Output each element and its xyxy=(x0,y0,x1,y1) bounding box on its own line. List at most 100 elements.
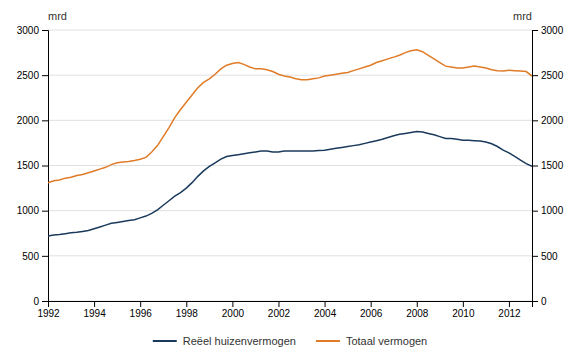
tick-label: 2500 xyxy=(541,70,564,81)
y-axis-label: mrd xyxy=(48,10,67,22)
grid-line xyxy=(48,165,532,166)
tick-mark xyxy=(417,301,418,307)
tick-label: 500 xyxy=(22,251,39,262)
tick-mark xyxy=(509,301,510,307)
tick-mark xyxy=(94,301,95,307)
tick-label: 500 xyxy=(541,251,558,262)
tick: 3000 xyxy=(17,25,48,36)
tick-label: 2010 xyxy=(452,308,475,319)
tick-mark xyxy=(532,211,538,212)
tick: 2002 xyxy=(268,301,291,319)
tick-mark xyxy=(42,30,48,31)
tick-mark xyxy=(463,301,464,307)
line xyxy=(48,50,532,183)
tick: 2010 xyxy=(452,301,475,319)
tick: 1000 xyxy=(17,205,48,216)
tick-label: 3000 xyxy=(541,25,564,36)
grid-line xyxy=(48,75,532,76)
tick-mark xyxy=(532,120,538,121)
line xyxy=(48,132,532,236)
tick: 0 xyxy=(532,296,547,307)
tick: 2000 xyxy=(222,301,245,319)
legend-item: Reëel huizenvermogen xyxy=(153,335,296,347)
tick-mark xyxy=(42,301,48,302)
axis-line xyxy=(49,302,533,308)
tick-mark xyxy=(278,301,279,307)
tick-label: 1992 xyxy=(37,308,60,319)
tick: 1500 xyxy=(17,160,48,171)
grid-line xyxy=(48,120,532,121)
tick-label: 1998 xyxy=(176,308,199,319)
tick: 2500 xyxy=(17,70,48,81)
tick-mark xyxy=(140,301,141,307)
tick: 1998 xyxy=(176,301,199,319)
tick: 2500 xyxy=(532,70,564,81)
tick-label: 1996 xyxy=(130,308,153,319)
tick: 2008 xyxy=(406,301,429,319)
tick-mark xyxy=(325,301,326,307)
grid-line xyxy=(48,30,532,31)
legend-swatch xyxy=(316,340,340,342)
x-axis: 1992 1994 1996 1998 2000 2002 2004 2006 2008 2010… xyxy=(37,301,532,319)
plot-area xyxy=(48,50,532,236)
tick: 2012 xyxy=(498,301,521,319)
tick-mark xyxy=(532,256,538,257)
tick-mark xyxy=(42,75,48,76)
tick-label: 2500 xyxy=(17,70,40,81)
legend-label: Reëel huizenvermogen xyxy=(183,335,296,347)
tick-label: 2006 xyxy=(360,308,383,319)
grid-line xyxy=(48,210,532,211)
tick-mark xyxy=(42,211,48,212)
tick-label: 2000 xyxy=(17,115,40,126)
tick-mark xyxy=(42,120,48,121)
tick-label: 1994 xyxy=(83,308,106,319)
grid-line xyxy=(48,255,532,256)
tick-mark xyxy=(232,301,233,307)
tick-mark xyxy=(186,301,187,307)
tick-mark xyxy=(42,256,48,257)
tick: 1500 xyxy=(532,160,564,171)
tick-label: 1500 xyxy=(17,160,40,171)
tick: 1996 xyxy=(130,301,153,319)
tick-label: 2002 xyxy=(268,308,291,319)
tick-label: 1000 xyxy=(541,205,564,216)
tick: 0 xyxy=(33,296,48,307)
legend-item: Totaal vermogen xyxy=(316,335,427,347)
tick-mark xyxy=(532,75,538,76)
tick-label: 2004 xyxy=(314,308,337,319)
tick-label: 2000 xyxy=(541,115,564,126)
tick: 500 xyxy=(22,251,48,262)
tick-label: 3000 xyxy=(17,25,40,36)
y2-axis-label: mrd xyxy=(513,10,532,22)
tick-label: 1500 xyxy=(541,160,564,171)
tick-label: 0 xyxy=(33,296,39,307)
tick: 2004 xyxy=(314,301,337,319)
legend-swatch xyxy=(153,340,177,342)
legend: Reëel huizenvermogen Totaal vermogen xyxy=(153,335,427,347)
tick-mark xyxy=(532,30,538,31)
axis-line xyxy=(42,31,49,302)
tick: 500 xyxy=(532,251,558,262)
tick: 3000 xyxy=(532,25,564,36)
tick-mark xyxy=(371,301,372,307)
tick-mark xyxy=(42,166,48,167)
tick-label: 2012 xyxy=(498,308,521,319)
grid xyxy=(48,30,532,301)
tick: 2006 xyxy=(360,301,383,319)
tick: 1000 xyxy=(532,205,564,216)
tick: 2000 xyxy=(17,115,48,126)
tick: 2000 xyxy=(532,115,564,126)
y2-axis: 0 500 1000 1500 2000 2500 3000 xyxy=(532,25,564,307)
y-axis: 0 500 1000 1500 2000 2500 3000 xyxy=(17,25,49,307)
tick-label: 2000 xyxy=(222,308,245,319)
legend-label: Totaal vermogen xyxy=(346,335,427,347)
tick: 1992 xyxy=(37,301,60,319)
axis-line xyxy=(533,31,539,302)
tick-label: 1000 xyxy=(17,205,40,216)
tick-mark xyxy=(532,166,538,167)
tick: 1994 xyxy=(83,301,106,319)
tick-mark xyxy=(532,301,538,302)
tick-label: 2008 xyxy=(406,308,429,319)
chart: 1992 1994 1996 1998 2000 2002 2004 2006 2008 2010… xyxy=(0,0,580,353)
tick-label: 0 xyxy=(541,296,547,307)
